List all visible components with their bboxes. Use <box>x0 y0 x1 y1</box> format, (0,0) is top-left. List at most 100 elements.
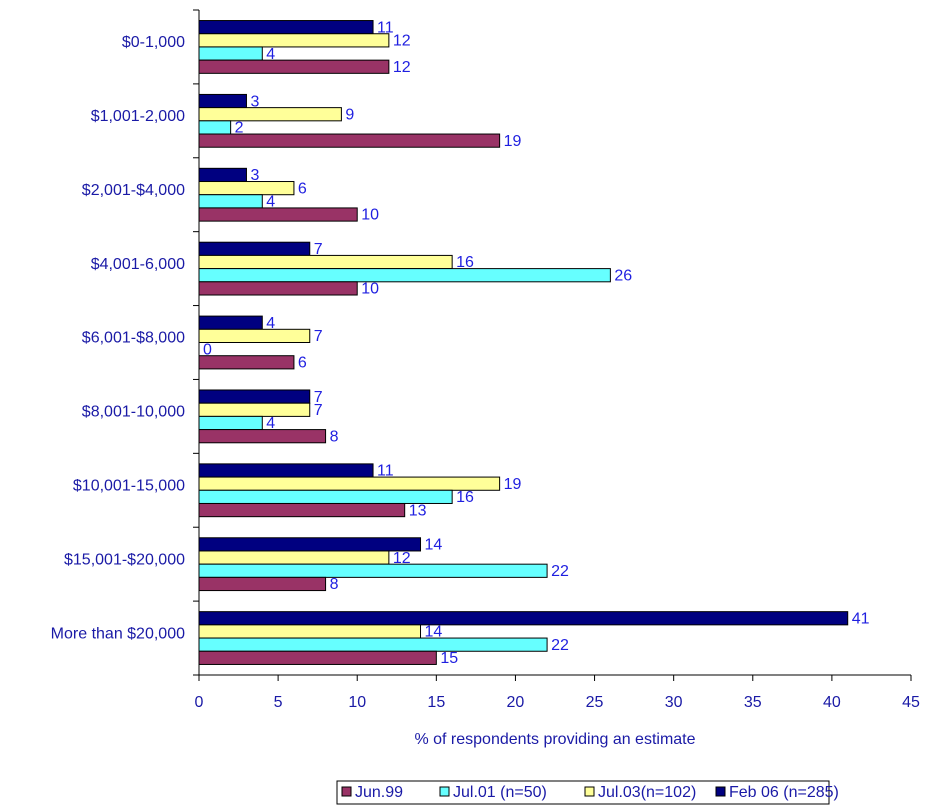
bar <box>198 194 263 209</box>
bar <box>198 133 501 148</box>
data-label: 7 <box>314 328 323 345</box>
bar <box>198 355 295 370</box>
data-label: 11 <box>377 463 394 480</box>
data-label: 4 <box>266 415 275 432</box>
bar <box>198 429 327 444</box>
data-label: 6 <box>298 180 307 197</box>
bar <box>198 46 263 61</box>
data-label: 7 <box>314 402 323 419</box>
bar <box>198 415 263 431</box>
x-tick-label: 25 <box>586 694 604 711</box>
data-label: 8 <box>330 428 339 445</box>
data-label: 12 <box>393 550 411 567</box>
data-label: 16 <box>456 254 474 271</box>
bar <box>198 268 611 283</box>
bar <box>198 167 247 183</box>
bar <box>198 328 311 343</box>
data-label: 22 <box>551 637 569 654</box>
y-tick-label: More than $20,000 <box>51 625 185 642</box>
data-label: 8 <box>330 576 339 593</box>
x-tick-label: 15 <box>427 694 445 711</box>
data-label: 14 <box>425 624 443 641</box>
bar <box>198 59 390 74</box>
y-tick-label: $6,001-$8,000 <box>82 330 185 347</box>
legend-label: Jul.01 (n=50) <box>453 784 547 801</box>
data-label: 15 <box>440 650 458 667</box>
y-tick-label: $2,001-$4,000 <box>82 182 185 199</box>
y-tick-label: $4,001-6,000 <box>91 256 185 273</box>
legend-swatch <box>715 786 726 797</box>
data-label: 7 <box>314 241 323 258</box>
x-tick-label: 35 <box>744 694 762 711</box>
bar <box>198 93 247 109</box>
x-tick-label: 0 <box>195 694 204 711</box>
data-label: 10 <box>361 281 379 298</box>
data-label: 11 <box>377 19 394 36</box>
x-tick-label: 10 <box>348 694 366 711</box>
bar <box>198 576 327 592</box>
data-label: 26 <box>614 267 632 284</box>
y-tick-label: $10,001-15,000 <box>73 477 185 494</box>
data-label: 4 <box>266 194 275 211</box>
legend-swatch <box>439 786 450 797</box>
legend-label: Jun.99 <box>355 784 403 801</box>
bar <box>198 254 453 270</box>
bar <box>198 550 390 565</box>
data-label: 16 <box>456 489 474 506</box>
legend-label: Feb 06 (n=285) <box>729 784 839 801</box>
bar <box>198 389 311 404</box>
bar <box>198 537 422 552</box>
data-label: 19 <box>504 476 522 493</box>
bar <box>198 241 311 256</box>
bar <box>198 20 374 35</box>
bar <box>198 637 548 652</box>
data-label: 6 <box>298 355 307 372</box>
bar <box>198 624 422 639</box>
x-tick-label: 5 <box>274 694 283 711</box>
data-label: 3 <box>250 93 259 110</box>
y-tick-label: $8,001-10,000 <box>82 404 185 421</box>
data-label: 4 <box>266 46 275 63</box>
x-tick-label: 30 <box>665 694 683 711</box>
bar <box>198 502 406 518</box>
bar <box>198 611 849 626</box>
data-label: 12 <box>393 59 411 76</box>
data-label: 10 <box>361 207 379 224</box>
bar <box>198 120 232 135</box>
bar <box>198 281 358 296</box>
bar <box>198 33 390 48</box>
y-tick-label: $1,001-2,000 <box>91 108 185 125</box>
data-label: 12 <box>393 33 411 50</box>
x-tick-label: 40 <box>823 694 841 711</box>
data-label: 4 <box>266 315 275 332</box>
data-label: 41 <box>852 610 870 627</box>
y-tick-label: $15,001-$20,000 <box>64 551 185 568</box>
x-axis-title: % of respondents providing an estimate <box>414 731 695 748</box>
data-label: 7 <box>314 389 323 406</box>
data-label: 14 <box>425 537 443 554</box>
legend-box <box>336 780 830 805</box>
data-label: 2 <box>235 120 244 137</box>
bar <box>198 402 311 417</box>
bar <box>198 207 358 222</box>
x-tick-label: 45 <box>902 694 920 711</box>
bar <box>198 476 501 491</box>
data-label: 13 <box>409 502 427 519</box>
y-tick-label: $0-1,000 <box>122 34 185 51</box>
data-label: 0 <box>203 341 212 358</box>
bar <box>198 181 295 196</box>
data-label: 3 <box>250 167 259 184</box>
legend-swatch <box>584 786 595 797</box>
x-tick-label: 20 <box>507 694 525 711</box>
legend-swatch <box>341 786 352 797</box>
bar <box>198 563 548 578</box>
bar <box>198 463 374 478</box>
data-label: 9 <box>345 106 354 123</box>
data-label: 19 <box>504 133 522 150</box>
bar <box>198 650 437 665</box>
bar <box>198 107 342 122</box>
legend-label: Jul.03(n=102) <box>598 784 696 801</box>
data-label: 22 <box>551 563 569 580</box>
bar <box>198 315 263 330</box>
